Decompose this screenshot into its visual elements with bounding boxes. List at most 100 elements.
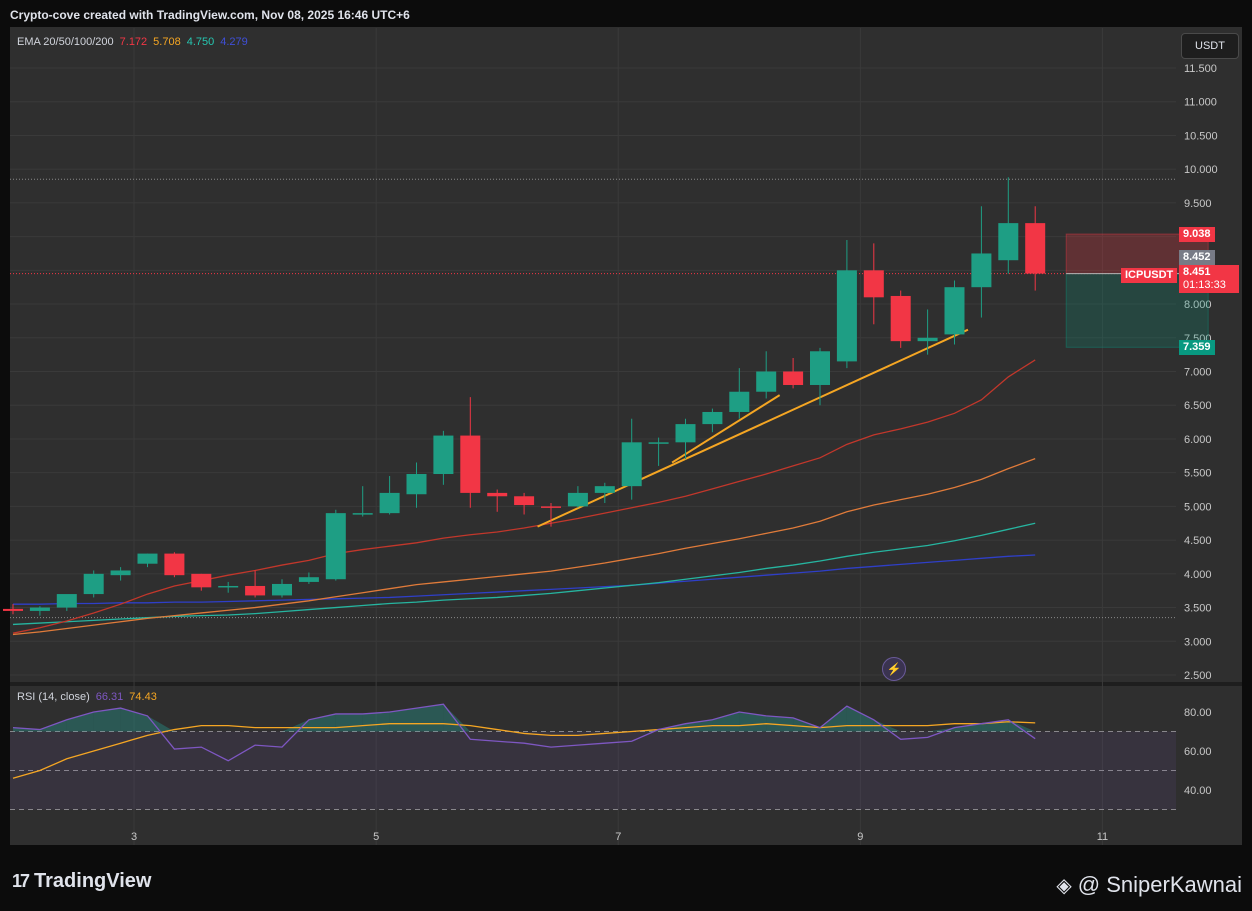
candle-body — [29, 607, 50, 611]
candle-body — [783, 371, 804, 385]
candle-body — [944, 287, 965, 335]
time-tick-label: 11 — [1097, 831, 1108, 843]
candle-body — [83, 573, 104, 595]
rsi-line — [12, 703, 1036, 762]
chart-frame[interactable] — [10, 27, 1242, 845]
candle-body — [863, 270, 884, 298]
rsi-overbought-fill — [766, 715, 794, 732]
target-price-tag: 9.038 — [1179, 227, 1215, 242]
ema100-line — [12, 522, 1036, 626]
candle-body — [998, 223, 1019, 261]
time-tick-label: 3 — [131, 831, 137, 843]
price-tick-label: 7.000 — [1184, 367, 1212, 379]
time-tick-label: 9 — [857, 831, 863, 843]
rsi-tick-label: 60.00 — [1184, 746, 1212, 758]
candle-body — [487, 492, 508, 497]
price-tick-label: 4.500 — [1184, 535, 1212, 547]
candle-body — [460, 435, 481, 493]
candle-body — [406, 474, 427, 495]
rsi-overbought-fill — [335, 713, 363, 732]
rsi-tick-label: 40.00 — [1184, 785, 1212, 797]
lightning-icon[interactable]: ⚡ — [882, 657, 906, 681]
ema200-line — [13, 554, 1036, 605]
price-tick-label: 11.000 — [1184, 97, 1217, 109]
rsi-legend[interactable]: RSI (14, close) 66.31 74.43 — [17, 691, 163, 703]
pane-separator[interactable] — [10, 682, 1242, 686]
rsi-overbought-fill — [793, 717, 820, 732]
candle-body — [890, 295, 911, 342]
countdown: 01:13:33 — [1183, 279, 1226, 291]
ema-legend[interactable]: EMA 20/50/100/200 7.172 5.708 4.750 4.279 — [17, 36, 254, 48]
rsi-overbought-fill — [120, 708, 148, 732]
rsi-overbought-fill — [416, 704, 444, 732]
price-tick-label: 6.000 — [1184, 434, 1212, 446]
symbol-tag: ICPUSDT — [1121, 268, 1178, 283]
rsi-overbought-fill — [1008, 719, 1036, 732]
candle-body — [675, 424, 696, 443]
rsi-ma-value: 74.43 — [129, 691, 157, 703]
ema-legend-label: EMA 20/50/100/200 — [17, 36, 114, 48]
rsi-overbought-fill — [147, 715, 175, 732]
candle-body — [917, 337, 938, 342]
candle-body — [137, 553, 158, 564]
candle-body — [514, 496, 535, 506]
ema200-value: 4.279 — [220, 36, 248, 48]
rsi-legend-label: RSI (14, close) — [17, 691, 90, 703]
candle-body — [352, 513, 373, 515]
candle-body — [272, 583, 292, 596]
brand-name: TradingView — [34, 870, 152, 892]
ema100-value: 4.750 — [186, 36, 215, 48]
tradingview-logo[interactable]: 17 TradingView — [12, 870, 151, 893]
candle-body — [1025, 223, 1046, 274]
candle-body — [756, 371, 777, 392]
rsi-overbought-fill — [282, 719, 309, 732]
rsi-ma-line — [12, 721, 1036, 779]
rsi-overbought-fill — [712, 712, 740, 732]
price-tick-label: 3.000 — [1184, 636, 1212, 648]
price-tick-label: 9.500 — [1184, 198, 1212, 210]
candle-body — [810, 351, 830, 385]
candle-body — [379, 492, 400, 514]
time-tick-label: 5 — [373, 831, 379, 843]
currency-button[interactable]: USDT — [1181, 33, 1239, 59]
ema20-line — [12, 359, 1036, 634]
trendline — [671, 394, 781, 464]
rsi-overbought-fill — [389, 708, 417, 732]
candle-body — [648, 442, 669, 444]
rsi-overbought-fill — [443, 704, 471, 732]
ema50-value: 5.708 — [153, 36, 181, 48]
candle-body — [164, 553, 185, 576]
trendline — [537, 328, 969, 528]
rsi-tick-label: 80.00 — [1184, 707, 1212, 719]
candle-body — [541, 506, 561, 508]
rsi-overbought-fill — [685, 719, 713, 732]
price-tick-label: 11.500 — [1184, 63, 1217, 75]
rsi-overbought-fill — [739, 712, 767, 732]
candle-body — [245, 585, 266, 596]
rsi-overbought-fill — [954, 723, 982, 732]
diamond-icon: ◈ — [1056, 874, 1072, 897]
candle-body — [836, 270, 857, 362]
candle-body — [971, 253, 992, 288]
price-tick-label: 2.500 — [1184, 670, 1212, 682]
rsi-band-fill — [10, 731, 1176, 810]
tv-logo-icon: 17 — [12, 871, 30, 891]
candle-body — [702, 411, 723, 425]
candle-body — [729, 391, 750, 412]
candle-body — [191, 573, 212, 588]
candle-body — [594, 486, 615, 493]
price-tick-label: 4.000 — [1184, 569, 1212, 581]
rsi-value: 66.31 — [95, 691, 124, 703]
ema50-line — [12, 458, 1036, 636]
candle-body — [325, 513, 346, 580]
price-tick-label: 6.500 — [1184, 400, 1212, 412]
price-tick-label: 5.000 — [1184, 501, 1212, 513]
candle-body — [567, 492, 588, 507]
price-tick-label: 10.500 — [1184, 130, 1218, 142]
ema20-value: 7.172 — [119, 36, 148, 48]
rsi-overbought-fill — [93, 708, 121, 732]
rsi-overbought-fill — [362, 712, 390, 732]
rsi-overbought-fill — [66, 712, 94, 732]
rsi-overbought-fill — [820, 706, 847, 732]
